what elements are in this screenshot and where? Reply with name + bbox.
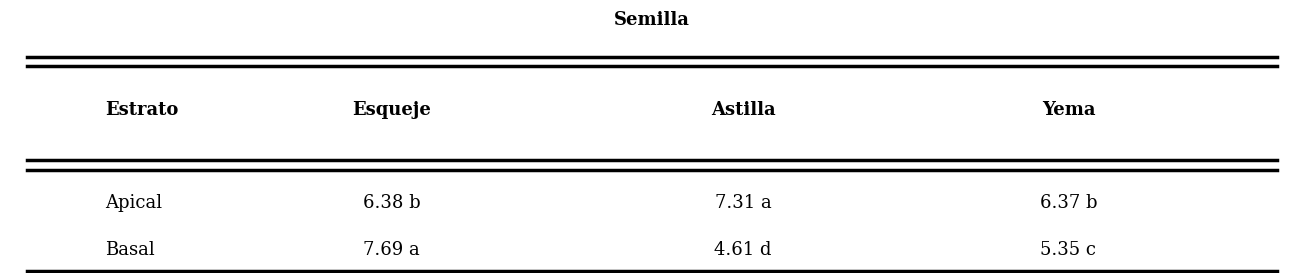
Text: 6.38 b: 6.38 b — [363, 195, 421, 212]
Text: Estrato: Estrato — [106, 101, 179, 119]
Text: Esqueje: Esqueje — [352, 101, 432, 119]
Text: Yema: Yema — [1042, 101, 1095, 119]
Text: 7.69 a: 7.69 a — [364, 241, 420, 259]
Text: Astilla: Astilla — [711, 101, 776, 119]
Text: 5.35 c: 5.35 c — [1041, 241, 1097, 259]
Text: Basal: Basal — [106, 241, 155, 259]
Text: 7.31 a: 7.31 a — [715, 195, 772, 212]
Text: 4.61 d: 4.61 d — [715, 241, 772, 259]
Text: Semilla: Semilla — [614, 12, 690, 29]
Text: 6.37 b: 6.37 b — [1039, 195, 1097, 212]
Text: Apical: Apical — [106, 195, 163, 212]
